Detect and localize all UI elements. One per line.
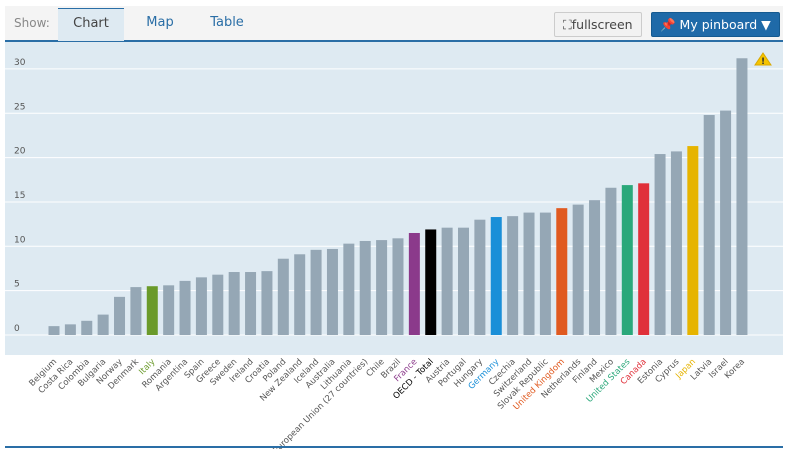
y-tick-label: 5 bbox=[14, 280, 20, 290]
bar-oecd-total bbox=[425, 229, 437, 335]
bar-norway bbox=[114, 296, 126, 335]
bar-spain bbox=[195, 277, 207, 335]
bar-bulgaria bbox=[97, 314, 109, 335]
pinboard-button[interactable]: 📌 My pinboard ▼ bbox=[651, 12, 780, 37]
bar-canada bbox=[638, 183, 650, 335]
bar-japan bbox=[687, 146, 699, 335]
bar-portugal bbox=[458, 227, 469, 335]
bar-ireland bbox=[245, 272, 257, 335]
bar-belgium bbox=[48, 326, 60, 335]
show-label: Show: bbox=[14, 16, 50, 30]
bar-croatia bbox=[261, 271, 273, 335]
bottom-border bbox=[5, 446, 783, 448]
bar-netherlands bbox=[572, 204, 584, 335]
bar-korea bbox=[736, 58, 748, 335]
warning-icon-mark: ! bbox=[761, 57, 765, 67]
bar-estonia bbox=[654, 154, 666, 335]
bar-italy bbox=[146, 286, 158, 335]
bar-hungary bbox=[474, 219, 486, 335]
toolbar: Show: Chart Map Table ⛶fullscreen 📌 My p… bbox=[5, 6, 783, 42]
bar-denmark bbox=[130, 287, 142, 335]
fullscreen-icon: ⛶ bbox=[563, 17, 572, 32]
bar-united-states bbox=[621, 185, 633, 335]
bar-slovak-republic bbox=[539, 212, 551, 335]
bar-european-union-27-countries- bbox=[359, 240, 371, 335]
bar-greece bbox=[212, 274, 224, 335]
bar-lithuania bbox=[343, 243, 355, 335]
bar-france bbox=[408, 232, 420, 335]
bar-argentina bbox=[179, 280, 191, 335]
bar-brazil bbox=[392, 238, 404, 335]
bar-costa-rica bbox=[64, 324, 76, 335]
tab-map[interactable]: Map bbox=[146, 15, 174, 30]
bar-austria bbox=[441, 227, 453, 335]
bar-latvia bbox=[703, 115, 715, 335]
bar-czechia bbox=[507, 216, 519, 335]
pin-icon: 📌 bbox=[660, 17, 680, 32]
bar-colombia bbox=[81, 320, 93, 335]
bar-australia bbox=[326, 248, 338, 335]
bar-israel bbox=[720, 110, 732, 336]
bar-poland bbox=[277, 258, 289, 335]
bar-new-zealand bbox=[294, 254, 306, 335]
fullscreen-button[interactable]: ⛶fullscreen bbox=[554, 12, 642, 37]
bar-sweden bbox=[228, 272, 240, 335]
bar-cyprus bbox=[670, 151, 682, 335]
y-tick-label: 25 bbox=[14, 102, 25, 112]
bar-united-kingdom bbox=[556, 208, 568, 335]
y-tick-label: 20 bbox=[14, 147, 26, 157]
bar-mexico bbox=[605, 187, 617, 335]
bar-chile bbox=[376, 240, 388, 335]
bar-romania bbox=[163, 285, 175, 335]
warning-icon bbox=[754, 52, 772, 66]
bar-iceland bbox=[310, 249, 322, 335]
bar-finland bbox=[589, 200, 601, 335]
y-tick-label: 0 bbox=[14, 324, 20, 334]
tab-table[interactable]: Table bbox=[210, 15, 244, 30]
y-tick-label: 15 bbox=[14, 191, 25, 201]
tab-chart[interactable]: Chart bbox=[58, 8, 124, 41]
y-tick-label: 30 bbox=[14, 58, 26, 68]
y-tick-label: 10 bbox=[14, 235, 26, 245]
bar-switzerland bbox=[523, 212, 535, 335]
bar-germany bbox=[490, 217, 502, 335]
